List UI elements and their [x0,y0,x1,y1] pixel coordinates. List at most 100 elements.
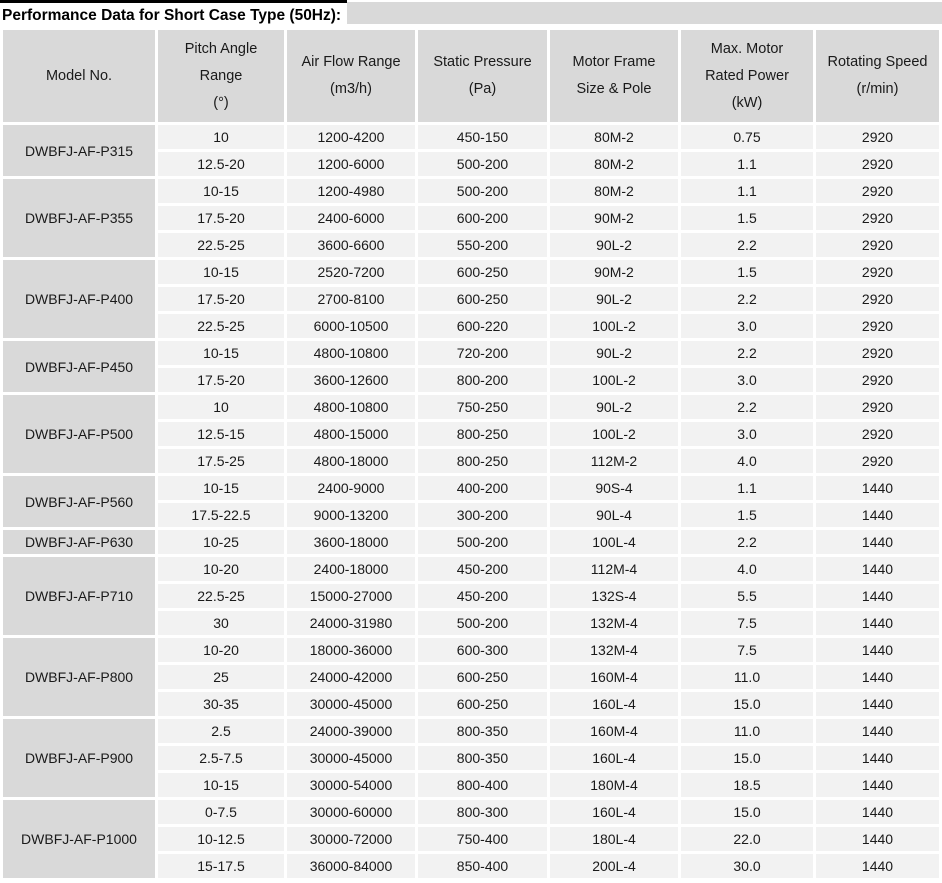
data-cell: 1200-6000 [287,152,415,176]
data-cell: 3600-6600 [287,233,415,257]
table-row: DWBFJ-AF-P710 10-20 2400-18000 450-200 112M-… [3,557,939,635]
data-cell: 7.5 [681,638,813,662]
table-row: DWBFJ-AF-P630 10-25 3600-18000 500-200 100L-… [3,530,939,554]
header-cell-power: Max. Motor Rated Power (kW) [681,30,813,122]
data-cell: 180L-4 [550,827,678,851]
table-row: 17.5-22.5 9000-13200 300-200 90L-4 1.5 1440 [3,503,939,527]
data-cell: 18.5 [681,773,813,797]
data-cell: 30-35 [158,692,284,716]
data-cell: 10-12.5 [158,827,284,851]
data-cell: 200L-4 [550,854,678,878]
data-cell: 25 [158,665,284,689]
data-cell: 720-200 [418,341,547,365]
data-cell: 800-250 [418,422,547,446]
data-cell: 800-400 [418,773,547,797]
table-row: 25 24000-42000 600-250 160M-4 11.0 1440 [3,665,939,689]
data-cell: 1440 [816,827,939,851]
data-cell: 2920 [816,125,939,149]
data-cell: 1200-4980 [287,179,415,203]
data-cell: 4800-10800 [287,395,415,419]
table-row: 10-15 30000-54000 800-400 180M-4 18.5 1440 [3,773,939,797]
model-cell: DWBFJ-AF-P1000 [3,800,155,878]
header-cell-frame: Motor Frame Size & Pole [550,30,678,122]
data-cell: 500-200 [418,530,547,554]
data-cell: 30000-72000 [287,827,415,851]
data-cell: 3.0 [681,314,813,338]
data-cell: 22.5-25 [158,233,284,257]
data-cell: 90M-2 [550,206,678,230]
data-cell: 4800-15000 [287,422,415,446]
data-cell: 1440 [816,476,939,500]
table-row: 17.5-20 2700-8100 600-250 90L-2 2.2 2920 [3,287,939,311]
data-cell: 4.0 [681,449,813,473]
data-cell: 17.5-20 [158,368,284,392]
header-cell-speed: Rotating Speed (r/min) [816,30,939,122]
data-cell: 600-250 [418,287,547,311]
data-cell: 22.5-25 [158,584,284,608]
data-cell: 2.2 [681,233,813,257]
data-cell: 17.5-20 [158,206,284,230]
table-row: 30 24000-31980 500-200 132M-4 7.5 1440 [3,611,939,635]
model-cell: DWBFJ-AF-P355 [3,179,155,257]
model-cell: DWBFJ-AF-P500 [3,395,155,473]
header-line: Rotating Speed [827,54,928,70]
data-cell: 2920 [816,422,939,446]
data-cell: 2.5 [158,719,284,743]
title-bar-fill [347,2,942,24]
header-row: Model No. Pitch Angle Range (°) Air Flow Ran… [3,30,939,122]
data-cell: 90L-4 [550,503,678,527]
data-cell: 5.5 [681,584,813,608]
header-line: (Pa) [468,81,497,97]
data-cell: 750-400 [418,827,547,851]
data-cell: 1440 [816,692,939,716]
table-row: 17.5-25 4800-18000 800-250 112M-2 4.0 2920 [3,449,939,473]
data-cell: 22.0 [681,827,813,851]
data-cell: 80M-2 [550,152,678,176]
data-cell: 300-200 [418,503,547,527]
data-cell: 90L-2 [550,287,678,311]
data-cell: 132M-4 [550,638,678,662]
data-cell: 1440 [816,800,939,824]
data-cell: 1440 [816,638,939,662]
header-line: Rated Power [705,67,789,84]
table-row: DWBFJ-AF-P450 10-15 4800-10800 720-200 90L-2… [3,341,939,392]
model-cell: DWBFJ-AF-P400 [3,260,155,338]
model-cell: DWBFJ-AF-P800 [3,638,155,716]
data-cell: 100L-2 [550,422,678,446]
model-cell: DWBFJ-AF-P900 [3,719,155,797]
header-line: Size & Pole [576,81,652,97]
table-body: DWBFJ-AF-P315 10 1200-4200 450-150 80M-2 0.75… [3,125,939,878]
table-row: DWBFJ-AF-P800 10-20 18000-36000 600-300 132M… [3,638,939,716]
data-cell: 450-200 [418,584,547,608]
data-cell: 2.2 [681,395,813,419]
data-cell: 1.5 [681,260,813,284]
data-cell: 12.5-20 [158,152,284,176]
data-cell: 90L-2 [550,341,678,365]
header-line: (kW) [731,94,763,111]
data-cell: 3600-12600 [287,368,415,392]
data-cell: 600-200 [418,206,547,230]
data-cell: 7.5 [681,611,813,635]
data-cell: 11.0 [681,719,813,743]
model-cell: DWBFJ-AF-P450 [3,341,155,392]
data-cell: 3600-18000 [287,530,415,554]
data-cell: 450-150 [418,125,547,149]
data-cell: 30000-45000 [287,746,415,770]
data-cell: 15.0 [681,692,813,716]
data-cell: 24000-39000 [287,719,415,743]
header-line: Model No. [45,67,113,84]
data-cell: 10-15 [158,260,284,284]
header-line: Motor Frame [572,54,656,70]
data-cell: 600-220 [418,314,547,338]
model-cell: DWBFJ-AF-P630 [3,530,155,554]
header-cell-air: Air Flow Range (m3/h) [287,30,415,122]
data-cell: 800-250 [418,449,547,473]
data-cell: 2920 [816,179,939,203]
header-line: Range [199,67,243,84]
data-cell: 1440 [816,611,939,635]
table-row: DWBFJ-AF-P900 2.5 24000-39000 800-350 160M-4… [3,719,939,797]
data-cell: 1.5 [681,503,813,527]
data-cell: 800-300 [418,800,547,824]
data-cell: 1440 [816,854,939,878]
